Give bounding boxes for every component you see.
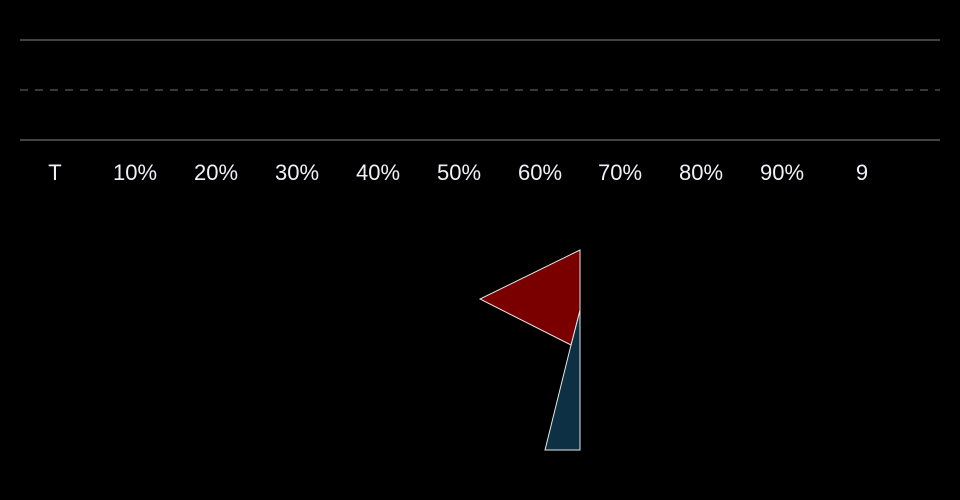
ruler-label-10: 10%: [113, 160, 157, 185]
ruler-label-60: 60%: [518, 160, 562, 185]
ruler-label-70: 70%: [598, 160, 642, 185]
ruler-label-40: 40%: [356, 160, 400, 185]
ruler-label-90: 90%: [760, 160, 804, 185]
flag-icon: [478, 249, 581, 451]
ruler-label-80: 80%: [679, 160, 723, 185]
ruler-label-30: 30%: [275, 160, 319, 185]
ruler-label-end: 9: [856, 160, 868, 185]
flag-top-shape: [478, 249, 581, 346]
ruler-label-20: 20%: [194, 160, 238, 185]
ruler-label-start: T: [48, 160, 61, 185]
ruler-labels: T 10% 20% 30% 40% 50% 60% 70% 80% 90% 9: [48, 160, 868, 185]
ruler-label-50: 50%: [437, 160, 481, 185]
